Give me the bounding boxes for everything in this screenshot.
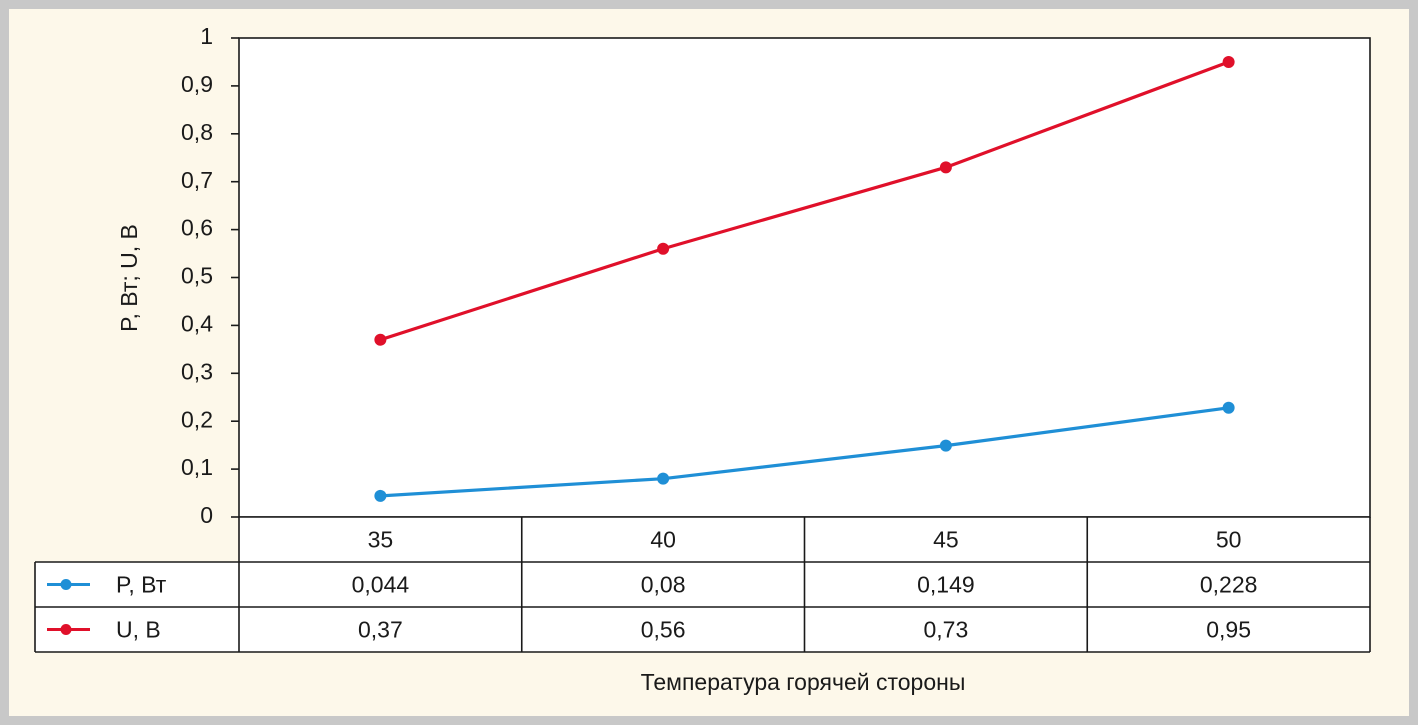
y-tick-label: 0,9 — [181, 71, 213, 97]
legend-entry: P, Вт — [116, 572, 167, 598]
x-axis-title: Температура горячей стороны — [641, 669, 966, 695]
data-point — [1222, 401, 1235, 414]
data-point — [939, 161, 952, 174]
y-tick-label: 0,8 — [181, 119, 213, 145]
table-value-cell: 0,73 — [923, 617, 968, 643]
data-point — [657, 242, 670, 255]
data-table: 35 40 45 50 P, Вт 0,044 0,08 0,149 0,228 U, В 0,37… — [34, 516, 1371, 653]
table-value-cell: 0,95 — [1206, 617, 1251, 643]
y-axis: 0 0,1 0,2 0,3 0,4 0,5 0,6 0,7 0,8 0,9 1 — [181, 23, 239, 528]
x-category-label: 40 — [650, 527, 676, 553]
y-tick-label: 0,1 — [181, 454, 213, 480]
series-line — [379, 60, 1230, 342]
table-value-cell: 0,37 — [358, 617, 403, 643]
data-point — [374, 333, 387, 346]
table-value-cell: 0,228 — [1200, 572, 1258, 598]
data-point — [374, 489, 387, 502]
series-line — [380, 406, 1229, 498]
data-point — [657, 472, 670, 485]
table-value-cell: 0,149 — [917, 572, 975, 598]
series-layer — [374, 55, 1235, 502]
y-tick-label: 1 — [200, 23, 213, 49]
y-tick-label: 0,6 — [181, 215, 213, 241]
x-category-label: 35 — [368, 527, 394, 553]
data-point — [1222, 55, 1235, 68]
y-tick-label: 0,5 — [181, 263, 213, 289]
y-tick-label: 0,2 — [181, 406, 213, 432]
table-value-cell: 0,08 — [641, 572, 686, 598]
y-tick-label: 0,4 — [181, 310, 213, 336]
table-value-cell: 0,56 — [641, 617, 686, 643]
x-category-label: 50 — [1216, 527, 1242, 553]
legend-swatch-marker — [60, 579, 72, 590]
legend-entry: U, В — [116, 617, 161, 643]
table-value-cell: 0,044 — [352, 572, 410, 598]
plot-area — [238, 37, 1371, 518]
y-axis-title: P, Вт; U, В — [116, 224, 142, 332]
y-tick-label: 0,3 — [181, 358, 213, 384]
y-tick-label: 0,7 — [181, 167, 213, 193]
x-category-label: 45 — [933, 527, 959, 553]
data-point — [939, 439, 952, 452]
y-tick-label: 0 — [200, 502, 213, 528]
legend-swatch-marker — [60, 624, 72, 635]
